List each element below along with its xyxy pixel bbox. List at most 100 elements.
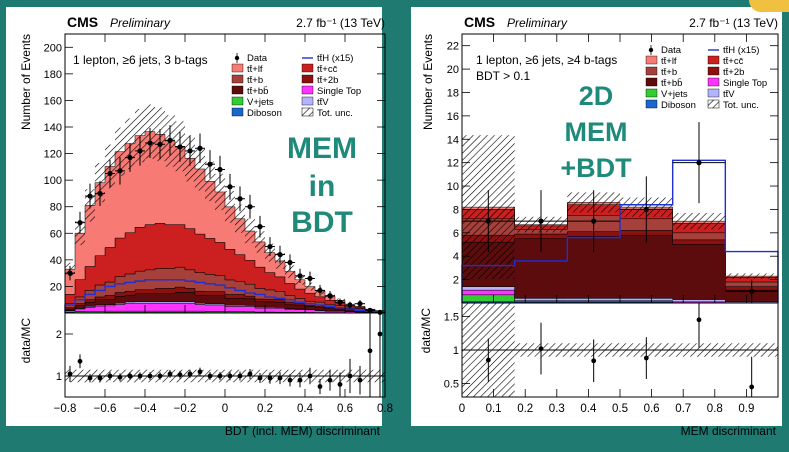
data-point (297, 273, 303, 279)
y-axis-label: Number of Events (19, 34, 33, 130)
legend-swatch (231, 85, 244, 95)
data-point (237, 196, 243, 202)
luminosity-label: 2.7 fb⁻¹ (13 TeV) (689, 16, 778, 30)
ratio-point (137, 373, 143, 379)
data-point (167, 137, 173, 143)
y-tick-label: 140 (44, 122, 62, 134)
overlay-annotation-line: MEM (565, 117, 628, 147)
legend-label: Diboson (661, 100, 696, 111)
ratio-y-tick-label: 1 (453, 345, 459, 357)
ratio-point (357, 377, 363, 383)
ratio-axis-label: data/MC (419, 308, 433, 354)
ratio-point (337, 382, 343, 387)
legend-swatch (645, 66, 658, 76)
data-point (307, 275, 313, 282)
uncertainty-band-bin (215, 173, 225, 211)
legend-swatch-hatch (301, 107, 314, 117)
luminosity-label: 2.7 fb⁻¹ (13 TeV) (296, 16, 385, 30)
legend-swatch (301, 63, 314, 73)
overlay-annotation-line: in (309, 170, 336, 203)
x-tick-label: 0.6 (644, 403, 660, 415)
x-tick-label: 0 (459, 403, 465, 415)
x-tick-label: 0.4 (297, 403, 314, 415)
y-tick-label: 160 (44, 95, 62, 107)
legend-label: tt̄+lf (661, 56, 677, 67)
ratio-point (97, 375, 103, 381)
uncertainty-band-bin (245, 218, 255, 244)
ratio-point (287, 377, 293, 383)
legend-label: V+jets (661, 89, 688, 100)
data-point (67, 270, 73, 276)
y-axis-label: Number of Events (421, 34, 435, 130)
legend-swatch (645, 99, 658, 109)
legend-label: tt̄+cc̄ (317, 64, 338, 75)
legend-swatch (645, 77, 658, 87)
data-point (207, 161, 213, 167)
ratio-point (591, 358, 597, 364)
data-point (347, 302, 353, 308)
legend-label: Single Top (317, 86, 361, 97)
legend-label: tt̄+2b (317, 75, 338, 86)
y-tick-label: 10 (447, 181, 459, 193)
overlay-annotation-line: BDT (291, 206, 353, 239)
y-tick-label: 4 (453, 251, 459, 263)
x-tick-label: 0.9 (738, 403, 754, 415)
ratio-point (167, 371, 173, 377)
data-point (217, 166, 223, 173)
data-point (157, 141, 163, 147)
data-point (147, 140, 153, 146)
ratio-point (749, 384, 755, 390)
ratio-point (327, 377, 333, 383)
data-point (87, 193, 93, 199)
uncertainty-band-bin (255, 231, 265, 253)
signal-line-tth (64, 279, 386, 313)
uncertainty-band-bin (225, 190, 235, 223)
data-point (377, 309, 383, 315)
y-tick-label: 100 (44, 175, 62, 187)
ratio-point (77, 358, 83, 364)
data-point (197, 145, 203, 151)
ratio-point (217, 373, 223, 379)
overlay-annotation-line: +BDT (560, 153, 632, 183)
ratio-point (117, 374, 123, 380)
uncertainty-band-bin (135, 109, 145, 163)
data-point (357, 301, 363, 307)
ratio-point (485, 357, 491, 363)
ratio-point (367, 348, 373, 354)
data-point (267, 243, 273, 250)
ratio-point (347, 373, 353, 379)
legend-label: tt̄V (317, 97, 329, 108)
y-tick-label: 2 (453, 275, 459, 287)
uncertainty-band-bin (195, 147, 205, 191)
ratio-point (237, 373, 243, 379)
data-point (107, 170, 113, 177)
legend-label: V+jets (247, 97, 274, 108)
x-tick-label: 0.2 (517, 403, 533, 415)
legend-label: tt̄+cc̄ (723, 56, 744, 67)
selection-cut-label: BDT > 0.1 (476, 69, 530, 83)
x-tick-label: 0 (222, 403, 228, 415)
data-point (643, 206, 649, 213)
uncertainty-band-bin (305, 282, 315, 291)
y-tick-label: 6 (453, 228, 459, 240)
legend-swatch (231, 63, 244, 73)
x-tick-label: 0.8 (707, 403, 723, 415)
x-tick-label: 0.6 (337, 403, 353, 415)
ratio-point (297, 377, 303, 383)
y-tick-label: 12 (447, 158, 459, 170)
ratio-point (107, 373, 113, 379)
data-point (538, 218, 544, 224)
legend-label: Data (661, 45, 682, 56)
ratio-point (67, 371, 73, 377)
data-point (277, 251, 283, 258)
selection-label: 1 lepton, ≥6 jets, ≥4 b-tags (476, 53, 617, 67)
legend-swatch-hatch (707, 99, 720, 109)
legend-label: Tot. unc. (723, 100, 759, 111)
y-tick-label: 8 (453, 204, 459, 216)
ratio-y-tick-label: 1 (56, 371, 62, 383)
legend-label: tt̄V (723, 89, 735, 100)
legend-label: tt̄H (x15) (317, 53, 353, 64)
legend-swatch (231, 107, 244, 117)
